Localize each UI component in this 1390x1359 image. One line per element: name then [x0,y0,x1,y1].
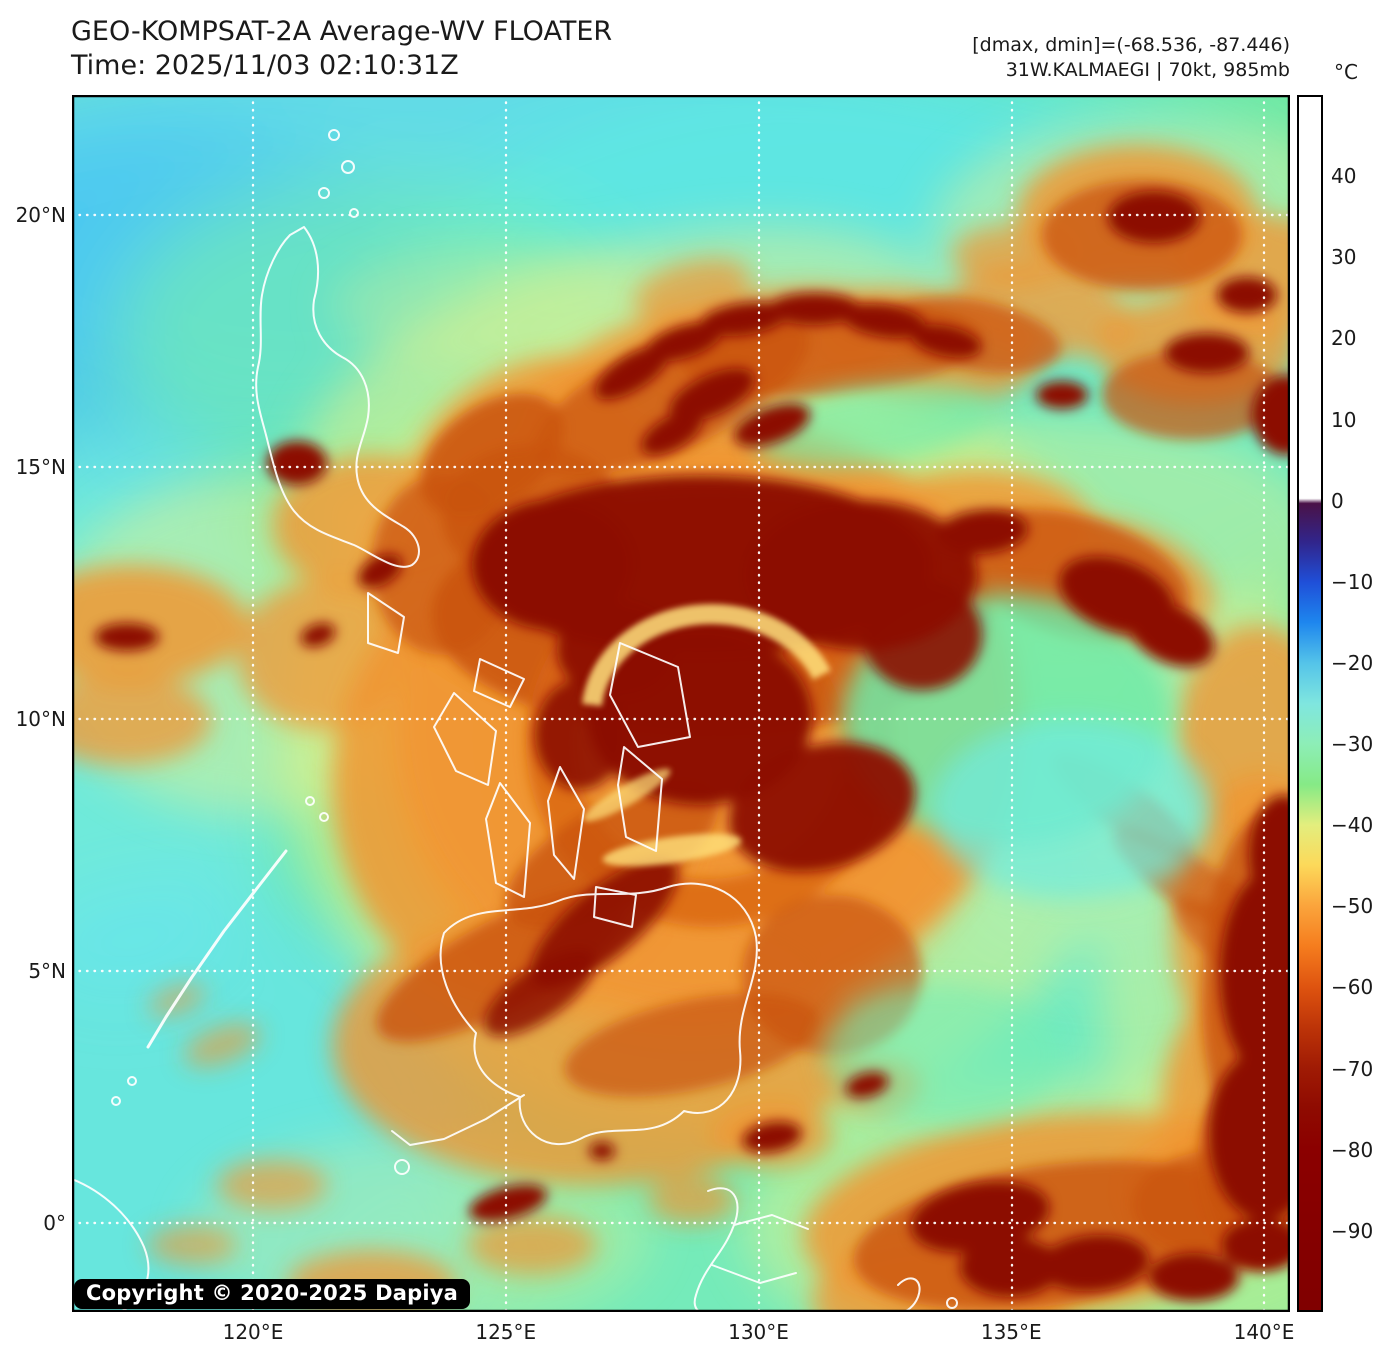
colorbar-tick-label: 20 [1331,326,1357,351]
colorbar-tick-label: 30 [1331,245,1357,270]
colorbar-tick-label: −50 [1331,894,1374,919]
colorbar-tick-label: −80 [1331,1137,1374,1162]
figure-title: GEO-KOMPSAT-2A Average-WV FLOATER [71,16,613,47]
lon-axis-label: 130°E [728,1320,789,1344]
storm-info-annotation: 31W.KALMAEGI | 70kt, 985mb [1005,59,1290,81]
colorbar-tick-label: −60 [1331,975,1374,1000]
colorbar-tick-label: −30 [1331,732,1374,757]
colorbar-tick-label: −70 [1331,1056,1374,1081]
lat-axis-label: 15°N [15,455,66,479]
colorbar-tick-label: −10 [1331,569,1374,594]
lon-axis-label: 135°E [980,1320,1042,1344]
colorbar-tick-label: −90 [1331,1218,1374,1243]
lat-axis-label: 20°N [15,203,66,227]
lon-axis-label: 140°E [1233,1320,1295,1344]
bright-swirl-accents [582,604,831,867]
graticule-gridlines [72,95,1290,1312]
colorbar-tick-label: −40 [1331,813,1374,838]
data-range-annotation: [dmax, dmin]=(-68.536, -87.446) [972,34,1290,56]
colorbar-unit-label: °C [1334,60,1358,84]
colorbar-tick-label: 40 [1331,164,1357,189]
colorbar-tick-label: −20 [1331,650,1374,675]
satellite-image [72,95,1290,1312]
lat-axis-label: 10°N [15,707,66,731]
lat-axis-label: 5°N [28,959,66,983]
lon-axis-label: 125°E [475,1320,537,1344]
satellite-map: Copyright © 2020-2025 Dapiya [72,95,1290,1312]
copyright-badge: Copyright © 2020-2025 Dapiya [74,1279,470,1309]
colorbar [1297,95,1323,1312]
figure-time-label: Time: 2025/11/03 02:10:31Z [71,50,459,81]
coastlines [72,129,958,1312]
map-frame [72,95,1290,1312]
lat-axis-label: 0° [43,1211,66,1235]
lon-axis-label: 120°E [222,1320,284,1344]
colorbar-tick-label: 0 [1331,488,1344,513]
cloud-layer-cold-cores [95,191,1290,1301]
colorbar-tick-label: 10 [1331,407,1357,432]
